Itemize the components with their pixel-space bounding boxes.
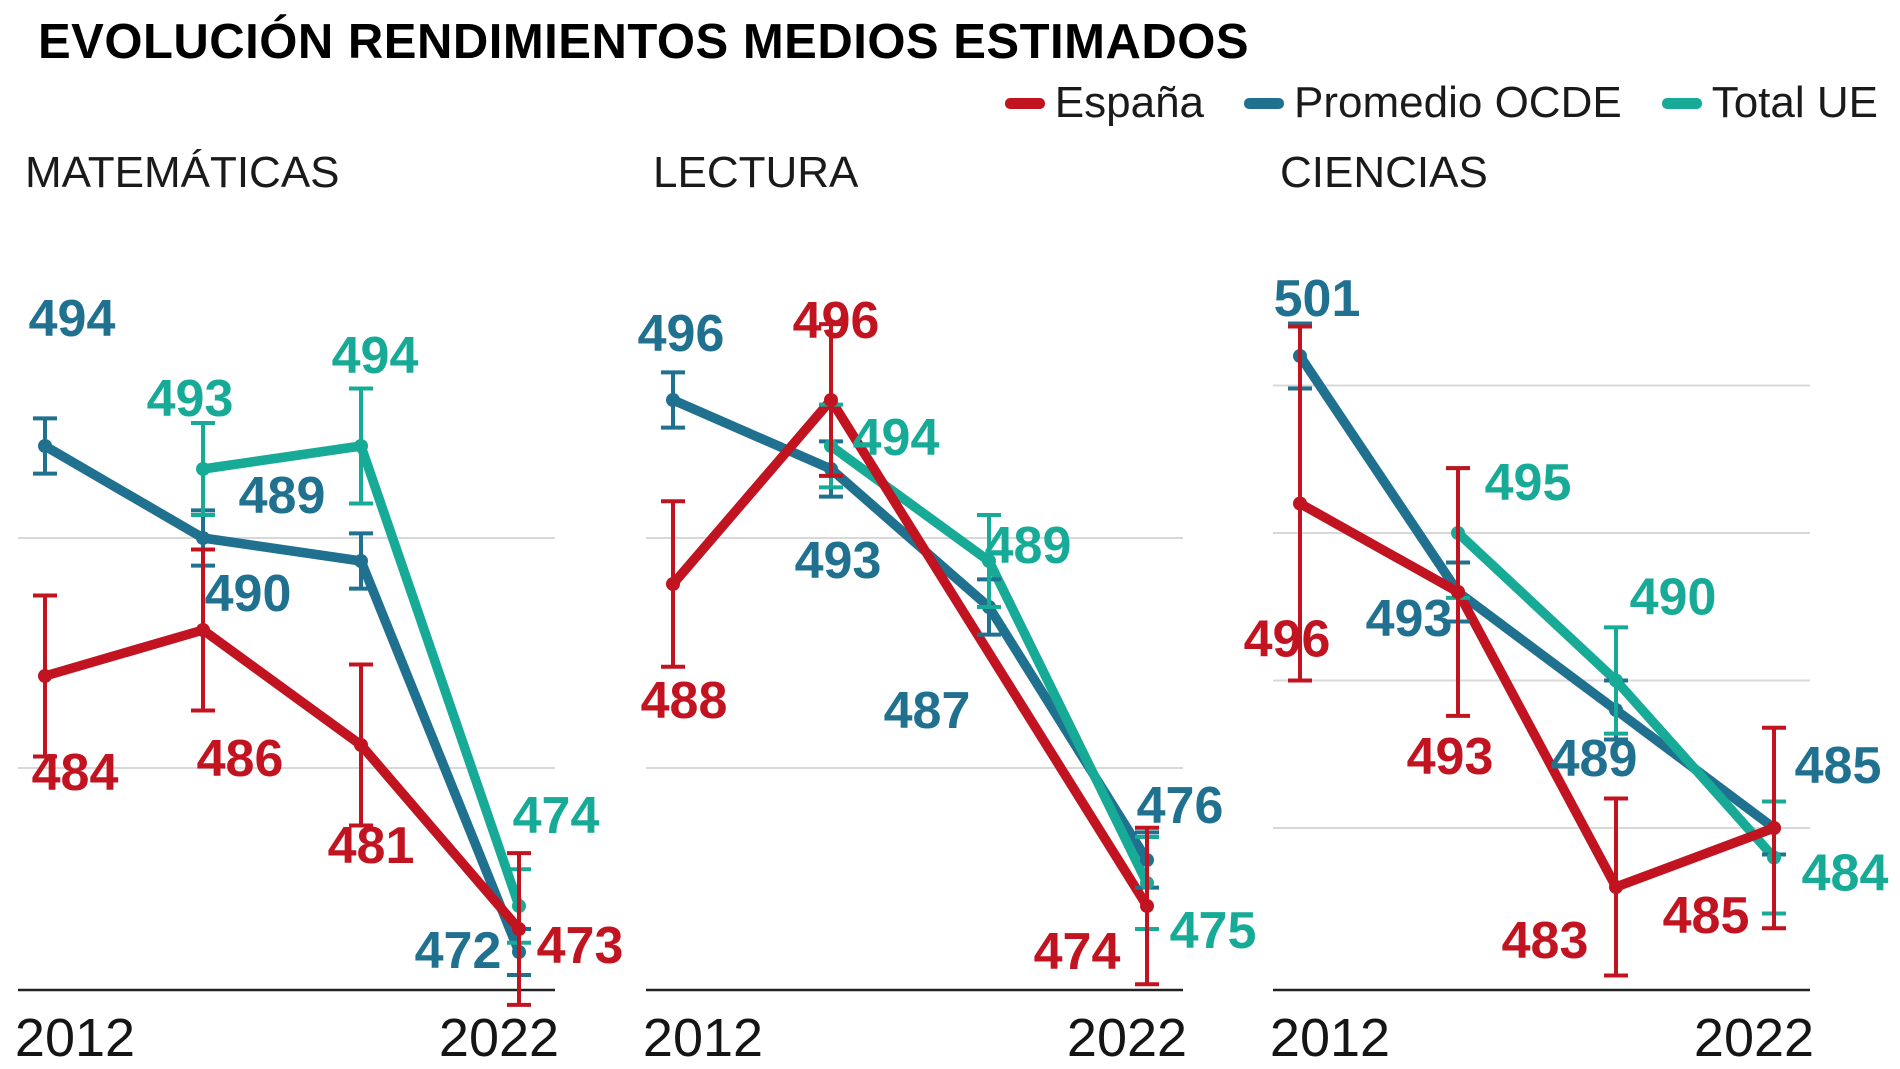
ocde-value-label: 494 (29, 290, 116, 348)
chart-title-lectura: LECTURA (653, 148, 859, 197)
espana-line (668, 395, 1152, 911)
legend: España Promedio OCDE Total UE (1004, 78, 1878, 128)
ocde-point (666, 393, 680, 407)
ocde-point (354, 554, 368, 568)
espana-line (40, 625, 524, 934)
x-tick-label: 2012 (1270, 1008, 1390, 1068)
ue-point (354, 439, 368, 453)
espana-point (354, 738, 368, 752)
espana-value-label: 485 (1663, 887, 1750, 945)
ue-swatch-icon (1661, 97, 1702, 109)
espana-point (824, 393, 838, 407)
legend-label-ue: Total UE (1711, 78, 1878, 127)
ocde-value-label: 501 (1274, 270, 1361, 328)
legend-label-ocde: Promedio OCDE (1294, 78, 1622, 127)
espana-value-label: 481 (328, 817, 415, 875)
ue-point (982, 554, 996, 568)
legend-item-ue: Total UE (1661, 78, 1878, 128)
chart-lectura: 2012 2022 496 493 487 476 494 489 475 488 496 474 (638, 292, 1257, 1068)
espana-value-label: 473 (537, 917, 624, 975)
legend-item-espana: España (1004, 78, 1205, 128)
espana-point (1767, 821, 1781, 835)
ue-value-label: 494 (853, 409, 940, 467)
x-tick-label: 2012 (15, 1008, 135, 1068)
ocde-value-label: 485 (1795, 737, 1882, 795)
ocde-line (40, 441, 524, 957)
ocde-value-label: 489 (1551, 730, 1638, 788)
ue-value-label: 475 (1170, 902, 1257, 960)
espana-point (1451, 585, 1465, 599)
espana-value-label: 488 (641, 672, 728, 730)
ue-value-label: 474 (513, 787, 600, 845)
ocde-point (38, 439, 52, 453)
x-tick-label: 2022 (439, 1008, 559, 1068)
ue-value-label: 495 (1485, 454, 1572, 512)
ocde-swatch-icon (1244, 97, 1285, 109)
espana-value-label: 486 (197, 730, 284, 788)
ocde-value-label: 493 (1366, 590, 1453, 648)
espana-point (1140, 899, 1154, 913)
ue-value-label: 493 (147, 370, 234, 428)
espana-point (666, 577, 680, 591)
ocde-value-label: 489 (239, 467, 326, 525)
espana-swatch-icon (1004, 97, 1045, 109)
espana-value-label: 496 (1244, 611, 1331, 669)
ocde-value-label: 493 (795, 532, 882, 590)
espana-point (1609, 880, 1623, 894)
chart-title-ciencias: CIENCIAS (1280, 148, 1488, 197)
legend-label-espana: España (1054, 78, 1205, 127)
x-tick-label: 2012 (643, 1008, 763, 1068)
ue-point (196, 462, 210, 476)
espana-point (196, 623, 210, 637)
espana-value-label: 474 (1034, 923, 1121, 981)
espana-point (512, 922, 526, 936)
ocde-line (668, 395, 1152, 865)
espana-point (38, 669, 52, 683)
espana-value-label: 484 (32, 744, 119, 802)
espana-value-label: 496 (793, 292, 880, 350)
espana-value-label: 483 (1502, 912, 1589, 970)
espana-value-label: 493 (1407, 728, 1494, 786)
x-tick-label: 2022 (1694, 1008, 1814, 1068)
ue-value-label: 494 (332, 327, 419, 385)
chart-matemáticas: 2012 2022 494 490 489 472 493 494 474 484 486 481 47… (15, 290, 623, 1068)
ue-value-label: 489 (985, 517, 1072, 575)
ue-value-label: 490 (1630, 569, 1717, 627)
x-tick-label: 2022 (1067, 1008, 1187, 1068)
ocde-value-label: 490 (205, 565, 292, 623)
ocde-value-label: 476 (1137, 777, 1224, 835)
legend-item-ocde: Promedio OCDE (1244, 78, 1622, 128)
ue-point (1609, 673, 1623, 688)
espana-line (1295, 498, 1779, 892)
ue-value-label: 484 (1802, 845, 1889, 903)
figure-title: EVOLUCIÓN RENDIMIENTOS MEDIOS ESTIMADOS (38, 15, 1250, 69)
ocde-value-label: 496 (638, 305, 725, 363)
ocde-point (196, 531, 210, 545)
ocde-value-label: 487 (884, 682, 971, 740)
ocde-value-label: 472 (415, 922, 502, 980)
chart-ciencias: 2012 2022 501 493 489 485 495 490 484 496 493 483 48… (1244, 270, 1889, 1068)
espana-point (1293, 496, 1307, 511)
chart-title-matematicas: MATEMÁTICAS (25, 148, 340, 197)
